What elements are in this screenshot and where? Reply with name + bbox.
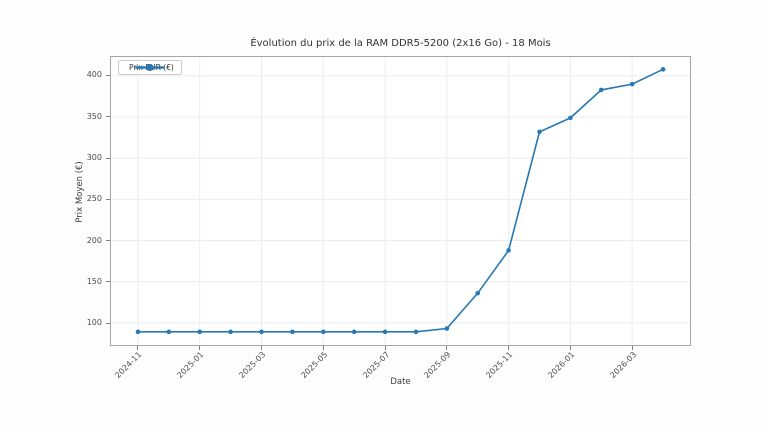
- x-tick-mark: [260, 346, 262, 350]
- y-tick-mark: [106, 322, 110, 324]
- y-tick-label: 300: [86, 153, 102, 163]
- x-tick-label: 2026-01: [546, 350, 577, 381]
- y-tick-label: 400: [86, 70, 102, 80]
- data-point-marker: [475, 290, 481, 296]
- y-tick-mark: [106, 198, 110, 200]
- x-tick-label: 2025-05: [298, 350, 330, 381]
- data-point-marker: [166, 329, 172, 335]
- y-tick-mark: [106, 116, 110, 118]
- data-point-marker: [351, 329, 357, 335]
- x-tick-mark: [632, 346, 634, 350]
- data-point-marker: [629, 81, 635, 87]
- y-tick-label: 200: [86, 235, 102, 245]
- data-point-marker: [197, 329, 203, 335]
- y-tick-label: 100: [86, 318, 102, 328]
- x-axis-label: Date: [390, 377, 411, 387]
- x-tick-label: 2025-11: [484, 350, 515, 381]
- y-tick-label: 350: [86, 111, 102, 121]
- x-tick-label: 2025-01: [175, 350, 206, 381]
- data-point-marker: [568, 115, 573, 121]
- x-tick-mark: [384, 346, 386, 350]
- y-tick-mark: [106, 74, 110, 76]
- data-point-marker: [135, 329, 141, 335]
- price-line: [137, 68, 664, 333]
- x-tick-mark: [137, 346, 138, 350]
- data-point-marker: [259, 329, 264, 335]
- data-point-marker: [444, 326, 450, 331]
- data-point-marker: [598, 87, 604, 93]
- y-tick-mark: [106, 157, 110, 159]
- plot-area: Prix EUR (€): [110, 56, 691, 346]
- y-tick-mark: [106, 281, 110, 283]
- data-point-marker: [228, 329, 233, 335]
- y-tick-label: 150: [86, 276, 102, 286]
- data-point-marker: [290, 329, 295, 335]
- data-point-marker: [506, 248, 511, 253]
- legend: Prix EUR (€): [118, 60, 182, 75]
- x-tick-label: 2025-03: [237, 350, 268, 381]
- data-point-marker: [537, 129, 542, 135]
- x-tick-mark: [322, 346, 324, 350]
- chart-title: Évolution du prix de la RAM DDR5-5200 (2…: [250, 38, 551, 49]
- y-tick-label: 250: [86, 194, 102, 204]
- x-tick-mark: [570, 346, 572, 350]
- y-tick-mark: [106, 240, 110, 242]
- x-tick-label: 2025-09: [422, 350, 453, 381]
- data-point-marker: [320, 329, 326, 335]
- x-tick-label: 2024-11: [113, 350, 144, 381]
- x-tick-label: 2026-03: [608, 350, 639, 381]
- x-tick-mark: [446, 346, 448, 350]
- x-tick-mark: [508, 346, 510, 350]
- x-tick-label: 2025-07: [360, 350, 391, 381]
- line-chart: [111, 57, 690, 345]
- data-point-marker: [382, 329, 388, 335]
- x-tick-mark: [198, 346, 200, 350]
- data-point-marker: [413, 329, 419, 335]
- data-point-marker: [660, 67, 666, 72]
